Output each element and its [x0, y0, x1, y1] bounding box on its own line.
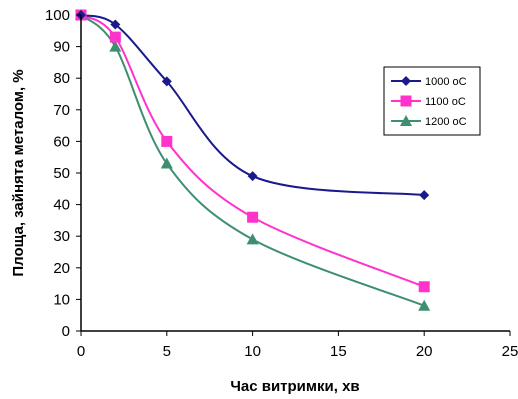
x-tick-label: 0: [77, 343, 85, 360]
y-tick-label: 50: [53, 165, 70, 182]
legend: 1000 oC 1100 oC 1200 oC: [383, 66, 481, 136]
y-axis-title: Площа, зайнята металом, %: [10, 69, 27, 276]
x-tick-label: 10: [244, 343, 261, 360]
data-point: [418, 299, 431, 311]
legend-marker: [400, 95, 412, 107]
data-point: [247, 211, 259, 223]
y-tick-label: 0: [62, 323, 70, 340]
series-line: [80, 14, 425, 288]
x-axis-title: Час витримки, хв: [230, 378, 359, 395]
data-point: [246, 233, 259, 245]
legend-label: 1100 oC: [425, 96, 466, 108]
y-tick-label: 90: [53, 39, 70, 56]
axes: [80, 15, 510, 332]
y-tick-label: 80: [53, 70, 70, 87]
series-line: [80, 14, 425, 307]
x-tick-label: 20: [416, 343, 433, 360]
legend-marker: [401, 76, 411, 86]
data-point: [247, 171, 258, 182]
data-point: [161, 135, 173, 147]
data-point: [160, 157, 173, 169]
data-point: [161, 76, 172, 87]
y-tick-label: 100: [45, 7, 70, 24]
y-tick-label: 10: [53, 291, 70, 308]
data-point: [109, 40, 122, 52]
x-tick-label: 5: [163, 343, 171, 360]
y-tick-label: 30: [53, 228, 70, 245]
data-point: [109, 31, 121, 43]
y-tick-label: 20: [53, 260, 70, 277]
x-tick-label: 25: [502, 343, 518, 360]
y-tick-label: 60: [53, 133, 70, 150]
x-tick-label: 15: [330, 343, 347, 360]
plot-area: [75, 9, 431, 311]
y-tick-label: 40: [53, 197, 70, 214]
series-line: [80, 14, 425, 197]
x-ticks: 0 5 10 15 20 25: [77, 331, 518, 360]
legend-marker: [400, 115, 412, 126]
data-point: [419, 190, 430, 201]
data-point: [110, 19, 121, 30]
legend-label: 1200 oC: [425, 116, 467, 128]
legend-label: 1000 oC: [425, 76, 467, 88]
y-tick-label: 70: [53, 102, 70, 119]
y-ticks: 0 10 20 30 40 50 60 70 80 90 100: [45, 7, 81, 340]
data-point: [418, 281, 430, 293]
